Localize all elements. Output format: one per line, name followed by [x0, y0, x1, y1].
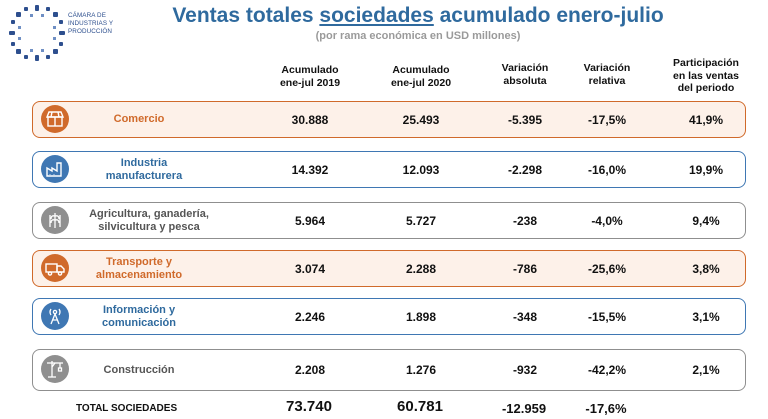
cell-relative: -4,0% [591, 213, 623, 228]
row-label: Agricultura, ganadería, silvicultura y p… [79, 203, 219, 238]
cell-2020: 5.727 [405, 213, 437, 228]
cell-2019: 2.246 [294, 309, 326, 324]
cell-relative: -17,5% [587, 112, 627, 127]
cell-relative: -15,5% [587, 309, 627, 324]
header-share: Participación en las ventas del periodo [659, 57, 753, 95]
total-label: TOTAL SOCIEDADES [76, 403, 178, 414]
row-label-line: manufacturera [105, 169, 183, 182]
cell-absolute: -786 [512, 261, 538, 276]
antenna-icon [41, 302, 69, 330]
cell-share: 41,9% [688, 112, 724, 127]
cell-relative: -42,2% [587, 363, 627, 377]
header-relative-variation: Variación relativa [560, 62, 654, 87]
cell-2020: 1.276 [405, 363, 437, 377]
row-label-line: Información y [102, 303, 176, 316]
total-relative: -17,6% [585, 401, 627, 416]
truck-icon [41, 254, 69, 282]
row-label-line: silvicultura y pesca [98, 220, 200, 233]
table-row-transport: Transporte y almacenamiento 3.074 2.288 … [32, 250, 746, 287]
page-title: Ventas totales sociedades acumulado ener… [138, 4, 698, 28]
logo-line: INDUSTRIAS Y [68, 20, 114, 28]
row-label-line: Industria [120, 156, 168, 169]
table-row-agriculture: Agricultura, ganadería, silvicultura y p… [32, 202, 746, 239]
total-absolute: -12.959 [501, 401, 547, 416]
row-label-line: Transporte y [105, 255, 172, 268]
cell-relative: -25,6% [587, 261, 627, 276]
row-label: Transporte y almacenamiento [79, 251, 199, 286]
header-line: Variación [501, 62, 549, 74]
cell-2020: 25.493 [402, 112, 440, 127]
chamber-logo: CÁMARA DE INDUSTRIAS Y PRODUCCIÓN [6, 2, 124, 70]
logo-line: CÁMARA DE [68, 12, 106, 19]
header-line: relativa [588, 74, 626, 87]
header-line: absoluta [503, 74, 547, 87]
header-line: Participación [673, 57, 739, 69]
table-row-commerce: Comercio 30.888 25.493 -5.395 -17,5% 41,… [32, 101, 746, 138]
row-label-line: comunicación [102, 316, 176, 329]
header-line: Variación [583, 62, 631, 74]
row-label-line: almacenamiento [95, 268, 183, 281]
cell-share: 3,1% [692, 309, 720, 324]
row-label: Construcción [79, 350, 199, 390]
header-line: Acumulado [392, 64, 450, 76]
title-suffix: acumulado enero-julio [433, 4, 664, 27]
crane-icon [41, 355, 69, 383]
cell-2020: 1.898 [405, 309, 437, 324]
header-absolute-variation: Variación absoluta [478, 62, 572, 87]
cell-2019: 14.392 [291, 162, 329, 177]
header-line: Acumulado [281, 64, 339, 76]
header-line: en las ventas [673, 69, 739, 82]
row-label-line: Comercio [113, 113, 165, 125]
cell-2019: 30.888 [291, 112, 329, 127]
header-line: del periodo [677, 82, 735, 94]
table-row-construction: Construcción 2.208 1.276 -932 -42,2% 2,1… [32, 349, 746, 391]
factory-icon [41, 155, 69, 183]
cell-share: 3,8% [692, 261, 720, 276]
cell-absolute: -2.298 [507, 162, 543, 177]
logo-line: PRODUCCIÓN [68, 28, 113, 36]
cell-share: 9,4% [692, 213, 720, 228]
row-label-line: Construcción [103, 363, 175, 376]
header-line: ene-jul 2020 [390, 76, 452, 89]
table-row-manufacturing: Industria manufacturera 14.392 12.093 -2… [32, 151, 746, 188]
header-line: ene-jul 2019 [279, 76, 341, 89]
row-label: Comercio [79, 102, 199, 137]
cell-absolute: -5.395 [507, 112, 543, 127]
title-prefix: Ventas totales [172, 4, 320, 27]
cell-2020: 12.093 [402, 162, 440, 177]
cell-share: 2,1% [692, 363, 720, 377]
wheat-icon [41, 206, 69, 234]
header-2020: Acumulado ene-jul 2020 [374, 64, 468, 89]
cell-2020: 2.288 [405, 261, 437, 276]
page-subtitle: (por rama económica en USD millones) [315, 30, 521, 42]
cell-absolute: -238 [512, 213, 538, 228]
total-2020: 60.781 [397, 398, 443, 415]
row-label-line: Agricultura, ganadería, [89, 207, 209, 220]
table-row-information: Información y comunicación 2.246 1.898 -… [32, 298, 746, 335]
cell-absolute: -932 [512, 363, 538, 377]
header-2019: Acumulado ene-jul 2019 [263, 64, 357, 89]
cell-2019: 2.208 [294, 363, 326, 377]
cell-share: 19,9% [688, 162, 724, 177]
total-2019: 73.740 [286, 398, 332, 415]
logo-gear-icon [9, 5, 65, 61]
cell-2019: 3.074 [294, 261, 326, 276]
logo-text: CÁMARA DE INDUSTRIAS Y PRODUCCIÓN [68, 12, 128, 37]
cell-absolute: -348 [512, 309, 538, 324]
row-label: Industria manufacturera [79, 152, 209, 187]
store-icon [41, 105, 69, 133]
cell-relative: -16,0% [587, 162, 627, 177]
title-underlined: sociedades [319, 4, 434, 27]
cell-2019: 5.964 [294, 213, 326, 228]
row-label: Información y comunicación [79, 299, 199, 334]
